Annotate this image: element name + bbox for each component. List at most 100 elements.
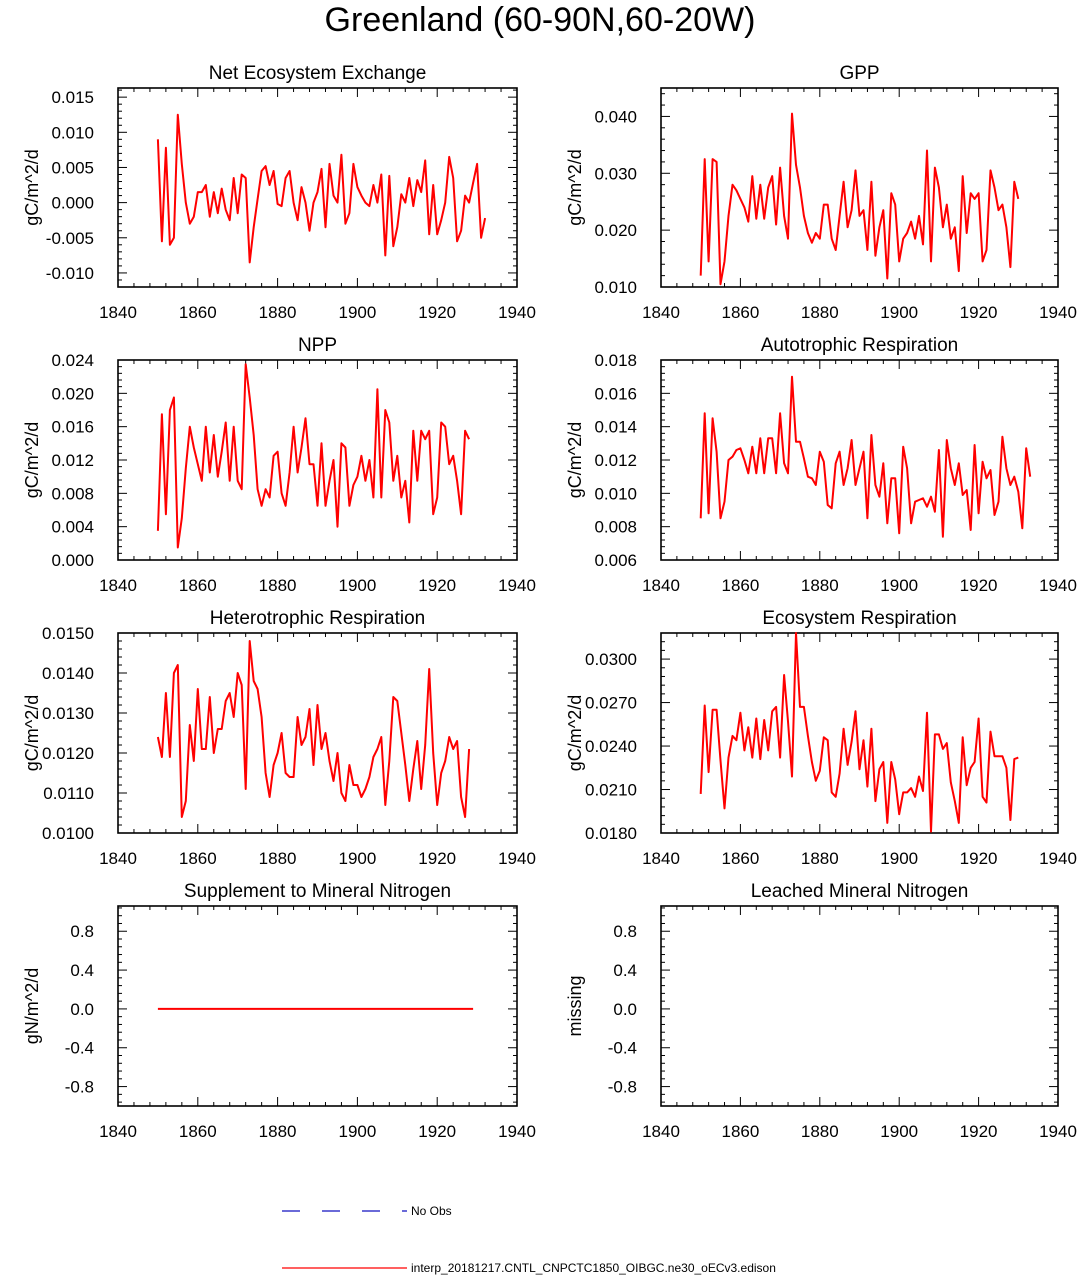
x-tick-label: 1840	[99, 303, 137, 322]
y-tick-label: 0.0130	[42, 704, 94, 723]
y-tick-label: 0.008	[594, 518, 637, 537]
x-tick-label: 1920	[960, 1122, 998, 1141]
y-axis-label: gC/m^2/d	[565, 695, 585, 771]
x-tick-label: 1920	[418, 576, 456, 595]
x-tick-label: 1920	[960, 576, 998, 595]
x-tick-label: 1940	[498, 303, 536, 322]
y-tick-label: 0.0150	[42, 624, 94, 643]
y-axis-label: missing	[565, 975, 585, 1036]
y-tick-label: 0.0	[613, 1000, 637, 1019]
y-tick-label: 0.0	[70, 1000, 94, 1019]
x-tick-label: 1940	[498, 849, 536, 868]
x-tick-label: 1840	[642, 849, 680, 868]
y-axis-label: gC/m^2/d	[565, 149, 585, 225]
y-tick-label: 0.010	[51, 123, 94, 142]
y-tick-label: 0.005	[51, 158, 94, 177]
series-line	[156, 640, 471, 818]
x-tick-label: 1840	[642, 576, 680, 595]
y-tick-label: 0.012	[594, 451, 637, 470]
series-line	[156, 113, 487, 264]
chart-panel: Net Ecosystem Exchange gC/m^2/d 1840 1860 18…	[22, 63, 536, 322]
y-tick-label: 0.8	[613, 922, 637, 941]
x-tick-label: 1860	[721, 576, 759, 595]
chart-title: Heterotrophic Respiration	[210, 608, 425, 629]
y-tick-label: 0.030	[594, 164, 637, 183]
x-tick-label: 1900	[338, 576, 376, 595]
chart-panel: Supplement to Mineral Nitrogen gN/m^2/d 18…	[22, 881, 536, 1141]
y-tick-label: 0.015	[51, 88, 94, 107]
x-tick-label: 1880	[801, 849, 839, 868]
plot-frame	[660, 905, 1059, 1107]
chart-title: Autotrophic Respiration	[761, 335, 959, 356]
y-tick-label: 0.016	[594, 384, 637, 403]
y-axis-label: gC/m^2/d	[22, 149, 42, 225]
y-tick-label: 0.040	[594, 107, 637, 126]
y-tick-label: 0.8	[70, 922, 94, 941]
x-tick-label: 1880	[801, 1122, 839, 1141]
plot-frame	[660, 632, 1059, 834]
y-tick-label: 0.010	[594, 484, 637, 503]
chart-panel: Ecosystem Respiration gC/m^2/d 1840 1860 188…	[565, 608, 1077, 868]
x-tick-label: 1880	[801, 303, 839, 322]
y-tick-label: 0.006	[594, 551, 637, 570]
x-tick-label: 1840	[642, 303, 680, 322]
chart-panel: GPP gC/m^2/d 1840 1860 1880 1900 1920 1940 0.010…	[565, 63, 1077, 322]
chart-title: NPP	[298, 335, 337, 356]
y-tick-label: 0.4	[613, 961, 637, 980]
y-tick-label: -0.4	[608, 1039, 637, 1058]
y-tick-label: 0.0140	[42, 664, 94, 683]
chart-panel: Autotrophic Respiration gC/m^2/d 1840 1860 1…	[565, 335, 1077, 595]
chart-title: Leached Mineral Nitrogen	[751, 881, 969, 902]
y-tick-label: 0.008	[51, 484, 94, 503]
plot-frame	[660, 87, 1059, 288]
series-line	[699, 375, 1032, 538]
chart-title: Net Ecosystem Exchange	[209, 63, 427, 84]
x-tick-label: 1840	[642, 1122, 680, 1141]
plot-frame	[660, 359, 1059, 561]
y-tick-label: 0.000	[51, 194, 94, 213]
y-tick-label: 0.0210	[585, 781, 637, 800]
x-tick-label: 1860	[179, 303, 217, 322]
x-tick-label: 1940	[1039, 576, 1077, 595]
x-tick-label: 1900	[880, 303, 918, 322]
x-tick-label: 1900	[880, 1122, 918, 1141]
y-tick-label: -0.010	[46, 264, 94, 283]
chart-title: Supplement to Mineral Nitrogen	[184, 881, 451, 902]
x-tick-label: 1860	[179, 1122, 217, 1141]
x-tick-label: 1900	[880, 576, 918, 595]
y-tick-label: -0.8	[608, 1078, 637, 1097]
x-tick-label: 1920	[960, 849, 998, 868]
x-tick-label: 1860	[721, 1122, 759, 1141]
chart-panel: Leached Mineral Nitrogen missing 1840 1860 1…	[565, 881, 1077, 1141]
y-tick-label: 0.4	[70, 961, 94, 980]
x-tick-label: 1900	[338, 849, 376, 868]
y-tick-label: 0.010	[594, 278, 637, 297]
x-tick-label: 1900	[338, 303, 376, 322]
y-tick-label: -0.005	[46, 229, 94, 248]
series-line	[699, 112, 1020, 286]
x-tick-label: 1840	[99, 849, 137, 868]
x-tick-label: 1920	[418, 849, 456, 868]
series-line	[156, 363, 471, 549]
y-tick-label: -0.4	[65, 1039, 94, 1058]
x-tick-label: 1940	[498, 576, 536, 595]
y-tick-label: 0.024	[51, 351, 94, 370]
y-tick-label: 0.004	[51, 518, 94, 537]
chart-title: Ecosystem Respiration	[762, 608, 956, 629]
y-axis-label: gC/m^2/d	[22, 695, 42, 771]
y-tick-label: 0.018	[594, 351, 637, 370]
x-tick-label: 1940	[498, 1122, 536, 1141]
x-tick-label: 1840	[99, 1122, 137, 1141]
x-tick-label: 1880	[259, 303, 297, 322]
y-tick-label: 0.000	[51, 551, 94, 570]
x-tick-label: 1920	[418, 1122, 456, 1141]
plot-frame	[117, 905, 518, 1107]
x-tick-label: 1860	[179, 576, 217, 595]
x-tick-label: 1860	[721, 303, 759, 322]
x-tick-label: 1920	[418, 303, 456, 322]
y-tick-label: 0.0300	[585, 650, 637, 669]
y-tick-label: 0.020	[594, 221, 637, 240]
y-tick-label: 0.0110	[43, 784, 94, 803]
x-tick-label: 1880	[259, 849, 297, 868]
x-tick-label: 1900	[880, 849, 918, 868]
